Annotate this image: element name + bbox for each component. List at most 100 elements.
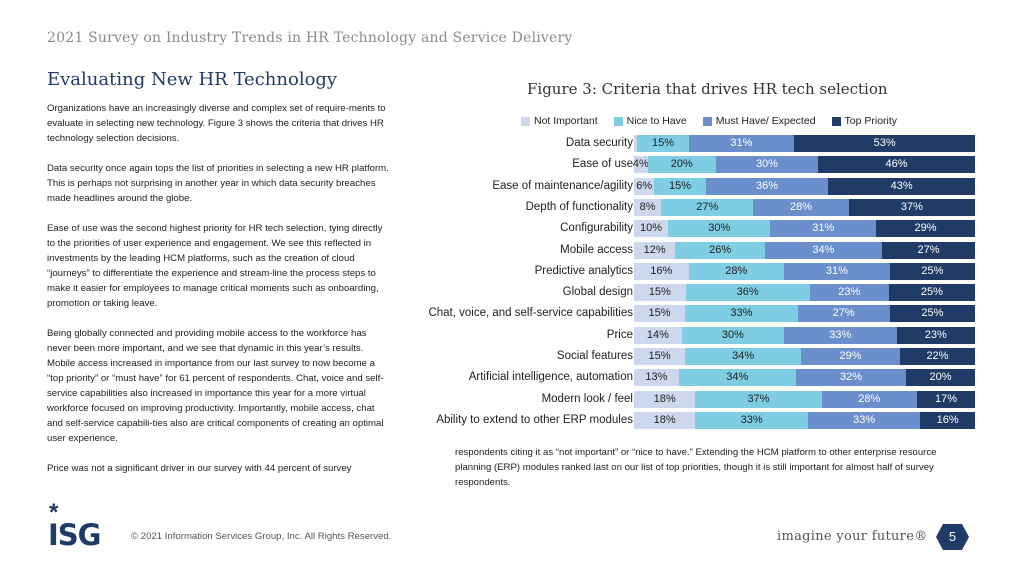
bar-row: 14% 30% 33% 23% xyxy=(634,326,975,344)
category-label: Social features xyxy=(556,350,633,362)
bar-segment: 33% xyxy=(685,305,798,323)
bar-row: 15% 31% 53% xyxy=(634,135,975,152)
body-text: Organizations have an increasingly diver… xyxy=(47,101,393,491)
data-label: 36% xyxy=(736,286,759,299)
bar-segment: 15% xyxy=(654,177,706,195)
bar-row: 13% 34% 32% 20% xyxy=(634,369,975,387)
category-label: Data security xyxy=(565,137,633,149)
bar-segment: 28% xyxy=(821,390,917,408)
page-number: 5 xyxy=(948,529,957,544)
data-label: 43% xyxy=(890,179,913,192)
bar-segment: 17% xyxy=(917,390,975,408)
bar-segment: 34% xyxy=(764,241,882,259)
data-label: 37% xyxy=(747,392,770,405)
data-label: 25% xyxy=(921,307,944,320)
category-label: Ability to extend to other ERP modules xyxy=(436,413,633,426)
data-label: 28% xyxy=(790,200,813,213)
data-label: 14% xyxy=(646,328,669,341)
bar-segment: 32% xyxy=(795,369,907,387)
legend-label: Must Have/ Expected xyxy=(715,115,816,127)
legend-swatch xyxy=(521,116,530,126)
data-label: 8% xyxy=(639,200,656,213)
data-label: 16% xyxy=(650,264,673,277)
data-label: 4% xyxy=(632,158,649,171)
legend-item: Must Have/ Expected xyxy=(702,115,816,127)
bar-segment: 31% xyxy=(688,135,795,152)
chart-legend: Not Important Nice to Have Must Have/ Expe… xyxy=(521,114,913,128)
data-label: 23% xyxy=(924,328,947,341)
category-label: Ease of use xyxy=(572,158,633,171)
data-label: 32% xyxy=(839,371,862,384)
bar-segment: 26% xyxy=(675,241,765,259)
bar-segment: 25% xyxy=(889,305,975,323)
bar-row: 12% 26% 34% 27% xyxy=(634,241,975,259)
category-label: Artificial intelligence, automation xyxy=(468,371,633,384)
bar-row: 18% 37% 28% 17% xyxy=(634,390,975,408)
bar-segment: 53% xyxy=(794,135,975,152)
data-label: 33% xyxy=(829,328,852,341)
data-label: 33% xyxy=(853,413,876,426)
bar-row: 6% 15% 36% 43% xyxy=(634,177,975,195)
bar-segment: 16% xyxy=(634,262,689,280)
category-label: Modern look / feel xyxy=(541,392,633,405)
data-label: 20% xyxy=(670,158,693,171)
category-label: Price xyxy=(606,328,633,341)
bar-segment: 18% xyxy=(634,411,696,429)
bar-segment: 33% xyxy=(695,411,808,429)
data-label: 15% xyxy=(648,307,671,320)
data-label: 31% xyxy=(825,264,848,277)
bar-segment: 34% xyxy=(678,369,796,387)
bar-row: 15% 36% 23% 25% xyxy=(634,284,975,302)
bar-segment: 33% xyxy=(807,411,921,429)
legend-label: Top Priority xyxy=(844,115,898,127)
data-label: 10% xyxy=(640,222,663,235)
bar-segment: 20% xyxy=(647,156,716,174)
bar-row: 15% 33% 27% 25% xyxy=(634,305,975,323)
bar-segment: 25% xyxy=(889,262,975,280)
body-paragraph: Price was not a significant driver in ou… xyxy=(47,463,352,474)
data-label: 34% xyxy=(812,243,835,256)
data-label: 53% xyxy=(873,137,896,149)
data-label: 18% xyxy=(653,413,676,426)
data-label: 29% xyxy=(914,222,937,235)
data-label: 22% xyxy=(926,350,949,362)
legend-item: Nice to Have xyxy=(613,115,687,127)
data-label: 15% xyxy=(669,179,692,192)
bar-segment: 23% xyxy=(896,326,975,344)
bar-segment: 33% xyxy=(784,326,897,344)
category-label: Chat, voice, and self-service capabiliti… xyxy=(428,307,633,320)
bar-segment: 6% xyxy=(634,177,655,195)
bar-segment: 27% xyxy=(797,305,890,323)
category-label: Depth of functionality xyxy=(525,200,633,213)
bar-segment: 28% xyxy=(688,262,785,280)
bar-segment: 27% xyxy=(661,198,754,216)
data-label: 30% xyxy=(721,328,744,341)
bar-segment: 27% xyxy=(881,241,975,259)
data-label: 6% xyxy=(636,179,653,192)
data-label: 34% xyxy=(732,350,755,362)
bar-segment: 15% xyxy=(634,348,686,365)
tagline: imagine your future® xyxy=(777,529,928,544)
category-label: Predictive analytics xyxy=(534,264,633,277)
data-label: 30% xyxy=(755,158,778,171)
legend-swatch xyxy=(702,116,712,126)
bar-segment: 13% xyxy=(634,369,679,387)
data-label: 28% xyxy=(725,264,748,277)
body-paragraph: Being globally connected and providing m… xyxy=(47,328,384,444)
data-label: 15% xyxy=(648,286,671,299)
data-label: 27% xyxy=(917,243,940,256)
data-label: 31% xyxy=(730,137,753,149)
bar-row: 18% 33% 33% 16% xyxy=(634,411,975,429)
data-label: 15% xyxy=(651,137,674,149)
bar-segment: 34% xyxy=(685,348,802,365)
bar-segment: 23% xyxy=(809,284,889,302)
category-label: Ease of maintenance/agility xyxy=(492,179,633,192)
bar-segment: 8% xyxy=(634,198,662,216)
bar-segment: 25% xyxy=(888,284,975,302)
bar-row: 15% 34% 29% 22% xyxy=(634,348,975,365)
data-label: 16% xyxy=(936,413,959,426)
bar-segment: 18% xyxy=(634,390,696,408)
data-label: 33% xyxy=(740,413,763,426)
bar-segment: 16% xyxy=(920,411,975,429)
bar-segment: 15% xyxy=(634,305,686,323)
